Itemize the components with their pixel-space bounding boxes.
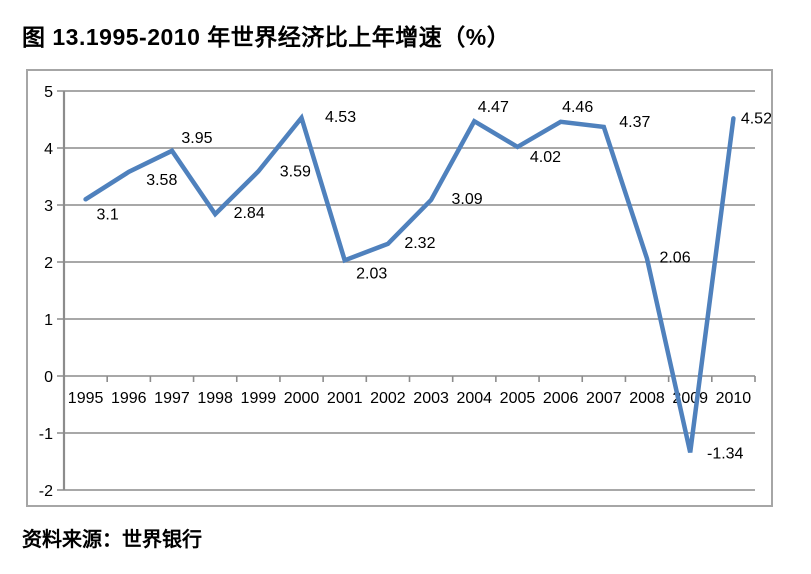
x-tick-label: 2004 xyxy=(456,390,492,407)
x-tick-label: 2010 xyxy=(716,390,752,407)
x-tick-label: 2002 xyxy=(370,390,406,407)
y-tick-label: 1 xyxy=(44,312,53,329)
y-tick-label: -2 xyxy=(39,483,53,500)
x-tick-label: 2003 xyxy=(413,390,449,407)
data-label: 4.52 xyxy=(741,110,771,127)
chart-title: 图 13.1995-2010 年世界经济比上年增速（%） xyxy=(22,24,511,50)
data-label: 4.46 xyxy=(562,99,593,116)
y-tick-label: 0 xyxy=(44,369,53,386)
line-chart: 5 4 3 2 1 0 -1 -2 1995 1996 1997 1998 1999 2000 2001 20… xyxy=(39,84,771,500)
data-label: 2.03 xyxy=(356,265,387,282)
data-label: 2.84 xyxy=(234,205,265,222)
x-tick-label: 2006 xyxy=(543,390,579,407)
data-label: 4.02 xyxy=(530,149,561,166)
y-tick-label: 2 xyxy=(44,255,53,272)
data-label: 2.06 xyxy=(659,250,690,267)
x-tick-label: 1996 xyxy=(111,390,147,407)
series-line xyxy=(83,113,736,453)
data-label: 3.09 xyxy=(452,191,483,208)
data-label: 4.37 xyxy=(619,114,650,131)
data-label: 2.32 xyxy=(404,235,435,252)
x-tick-label: 1999 xyxy=(241,390,277,407)
y-tick-label: 4 xyxy=(44,141,53,158)
data-label: 3.58 xyxy=(146,172,177,189)
data-label: 3.1 xyxy=(96,206,118,223)
x-tick-label: 2007 xyxy=(586,390,622,407)
x-tick-label: 1997 xyxy=(154,390,190,407)
x-tick-label: 2008 xyxy=(629,390,665,407)
y-tick-label: -1 xyxy=(39,426,53,443)
y-tick-label: 3 xyxy=(44,198,53,215)
data-label: 4.53 xyxy=(325,109,356,126)
x-tick-label: 1995 xyxy=(68,390,104,407)
x-tick-label: 2005 xyxy=(500,390,536,407)
data-label: 3.95 xyxy=(181,130,212,147)
data-label: -1.34 xyxy=(707,445,744,462)
x-tick-label: 1998 xyxy=(197,390,233,407)
x-tick-label: 2001 xyxy=(327,390,363,407)
data-label: 3.59 xyxy=(280,163,311,180)
data-label: 4.47 xyxy=(478,99,509,116)
y-tick-label: 5 xyxy=(44,84,53,101)
x-tick-label: 2000 xyxy=(284,390,320,407)
chart-frame: 5 4 3 2 1 0 -1 -2 1995 1996 1997 1998 1999 2000 2001 20… xyxy=(26,69,773,507)
source-note: 资料来源：世界银行 xyxy=(22,529,202,551)
